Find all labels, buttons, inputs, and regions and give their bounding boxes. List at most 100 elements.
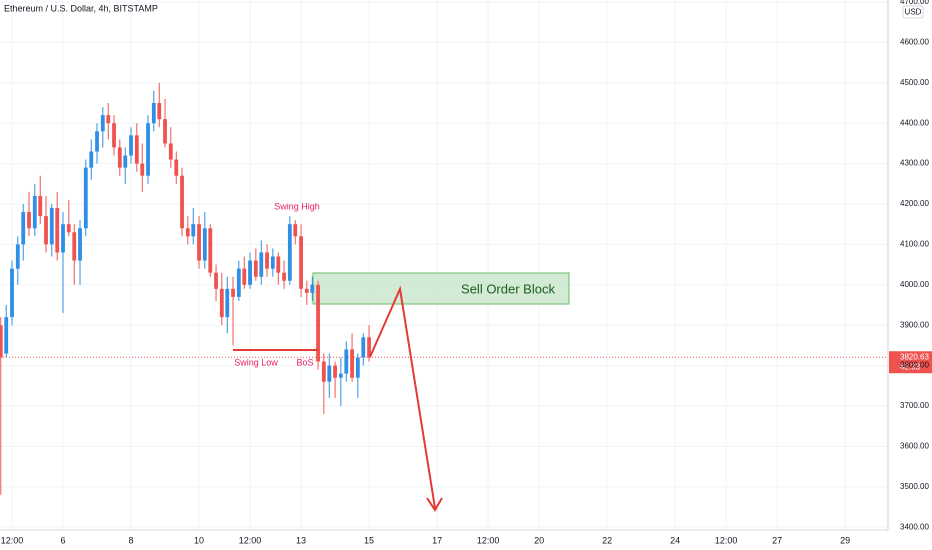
- candle-body: [151, 103, 156, 124]
- y-tick-label: 4500.00: [900, 78, 929, 87]
- candle-body: [304, 288, 309, 293]
- candle-body: [344, 349, 349, 374]
- candle-body: [202, 228, 207, 261]
- arrow-head: [426, 497, 443, 512]
- candle-body: [367, 337, 371, 358]
- candle-body: [38, 195, 43, 217]
- candle-body: [333, 365, 337, 378]
- candle-body: [4, 317, 9, 354]
- currency-label: USD: [905, 8, 922, 17]
- candle-body: [265, 252, 269, 269]
- candle-body: [146, 123, 150, 176]
- x-tick-label: 13: [296, 535, 306, 545]
- candle-body: [282, 272, 286, 281]
- candle-body: [361, 337, 366, 358]
- candle-body: [225, 288, 230, 318]
- candle-body: [321, 361, 326, 382]
- x-tick-label: 20: [534, 535, 544, 545]
- x-tick-label: 12:00: [239, 535, 262, 545]
- currency-box[interactable]: [902, 5, 924, 19]
- candles: [0, 82, 371, 495]
- candle-body: [21, 212, 26, 245]
- candle-body: [259, 252, 264, 277]
- candle-body: [134, 135, 139, 164]
- grid: [0, 0, 888, 530]
- candle-body: [355, 357, 360, 378]
- y-tick-label: 3600.00: [900, 441, 929, 450]
- candle-body: [66, 224, 71, 233]
- y-tick-label: 4400.00: [900, 118, 929, 127]
- y-tick-label: 4700.00: [900, 0, 929, 6]
- candle-body: [78, 228, 82, 261]
- bos-label: BoS: [296, 357, 313, 367]
- candle-body: [219, 288, 224, 318]
- x-tick-label: 12:00: [477, 535, 500, 545]
- y-tick-label: 4100.00: [900, 240, 929, 249]
- candle-body: [231, 288, 235, 297]
- candle-body: [44, 216, 48, 245]
- candle-body: [27, 212, 31, 229]
- y-tick-label: 3400.00: [900, 522, 929, 531]
- x-tick-label: 29: [840, 535, 850, 545]
- candle-body: [248, 260, 252, 285]
- candle-body: [174, 159, 179, 176]
- last-price-label: 3820.63: [900, 352, 929, 361]
- candle-body: [168, 143, 173, 160]
- candle-body: [140, 163, 145, 176]
- candle-body: [197, 224, 201, 261]
- y-tick-label: 4600.00: [900, 38, 929, 47]
- projection-arrow: [369, 285, 436, 509]
- candle-body: [327, 365, 332, 382]
- candle-body: [185, 228, 190, 237]
- order-block-zone: [312, 272, 570, 305]
- x-tick-label: 22: [602, 535, 612, 545]
- x-tick-label: 10: [194, 535, 204, 545]
- candle-body: [117, 147, 122, 168]
- candle-body: [276, 256, 281, 273]
- x-tick-label: 12:00: [715, 535, 738, 545]
- candle-body: [350, 349, 354, 378]
- candle-body: [32, 195, 37, 229]
- y-tick-label: 4200.00: [900, 199, 929, 208]
- x-tick-label: 8: [129, 535, 134, 545]
- candle-body: [15, 244, 20, 269]
- swing-high-label: Swing High: [274, 201, 320, 211]
- candle-body: [61, 224, 65, 253]
- candle-body: [100, 115, 105, 132]
- x-tick-label: 27: [772, 535, 782, 545]
- countdown-label: 42:33: [900, 362, 921, 371]
- x-tick-label: 12:00: [1, 535, 24, 545]
- candle-body: [89, 151, 94, 168]
- y-tick-label: 4000.00: [900, 280, 929, 289]
- y-tick-label: 3500.00: [900, 482, 929, 491]
- y-tick-label: 3900.00: [900, 320, 929, 329]
- candle-body: [270, 256, 275, 269]
- candle-body: [316, 284, 320, 362]
- last-price-bg: [889, 351, 932, 374]
- candle-body: [72, 232, 77, 261]
- candle-body: [338, 373, 343, 378]
- order-block-label: Sell Order Block: [461, 281, 555, 296]
- x-tick-label: 17: [432, 535, 442, 545]
- candle-body: [236, 268, 241, 297]
- candle-body: [129, 135, 133, 156]
- candle-body: [253, 260, 258, 277]
- candle-body: [214, 272, 218, 289]
- y-tick-label: 3700.00: [900, 401, 929, 410]
- candle-body: [293, 224, 298, 237]
- candle-body: [208, 228, 213, 273]
- candle-body: [0, 325, 3, 358]
- x-tick-label: 6: [61, 535, 66, 545]
- candle-body: [180, 175, 184, 229]
- candle-body: [157, 103, 162, 120]
- candle-body: [10, 268, 14, 318]
- candle-body: [106, 115, 111, 124]
- y-tick-label: 4300.00: [900, 159, 929, 168]
- chart-title: Ethereum / U.S. Dollar, 4h, BITSTAMP: [4, 3, 158, 13]
- x-tick-label: 15: [364, 535, 374, 545]
- candle-body: [242, 268, 247, 285]
- candle-body: [299, 236, 303, 289]
- candle-body: [287, 224, 292, 281]
